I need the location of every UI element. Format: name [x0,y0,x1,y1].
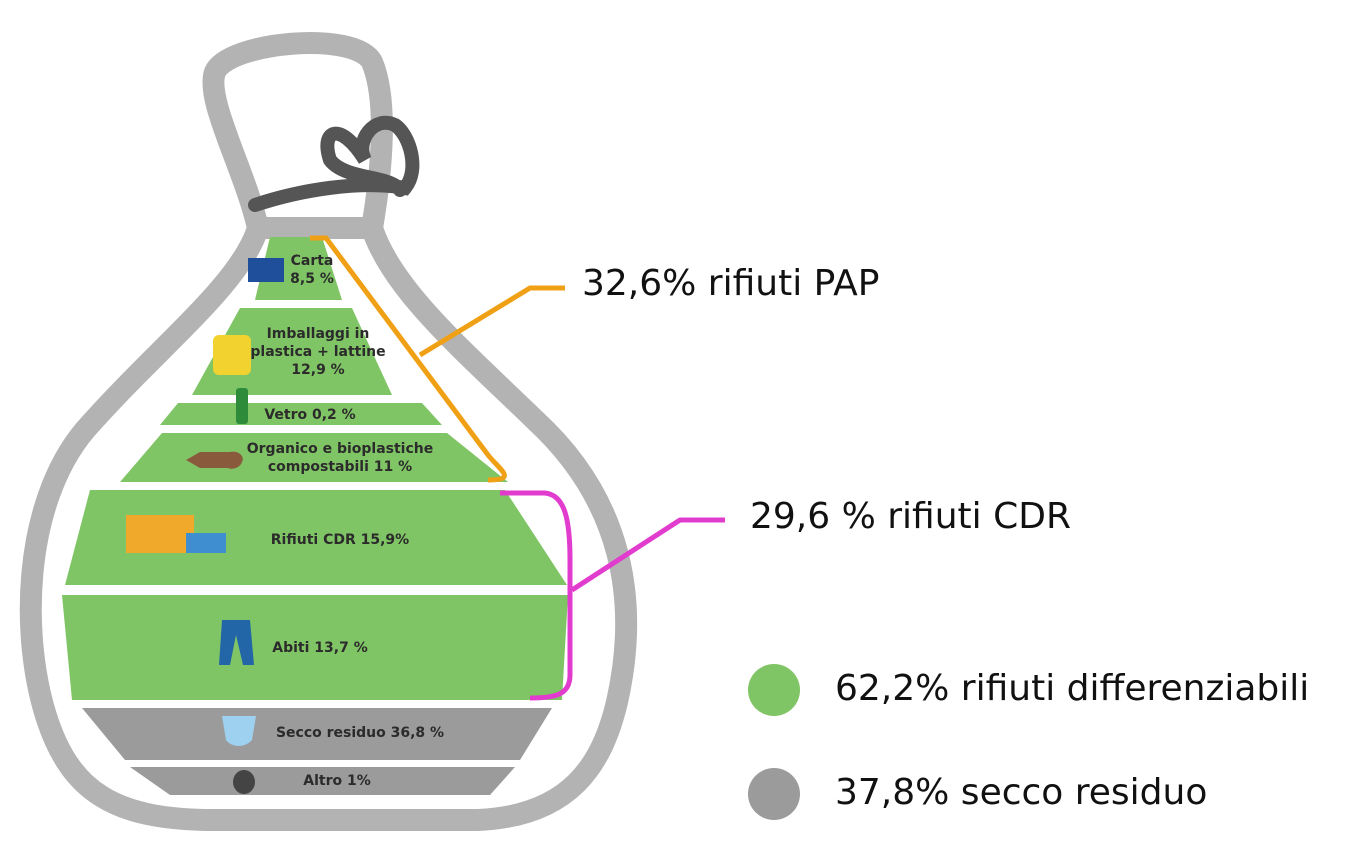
icon-bottles [213,335,251,375]
layer-label: 8,5 % [290,271,334,287]
layer-label: Organico e bioplastiche [247,441,434,457]
layer-label: Rifiuti CDR 15,9% [271,532,409,548]
layer-label: Imballaggi in [267,326,370,342]
layer-label: Abiti 13,7 % [272,640,367,656]
icon-book [248,258,284,282]
layer-label: 12,9 % [291,362,344,378]
layer-label: Altro 1% [303,773,371,789]
infographic: Carta 8,5 % Imballaggi in plastica + lattin… [0,0,1347,841]
icon-box [186,533,226,553]
layer-label: plastica + lattine [250,344,385,360]
legend-label: 62,2% rifiuti differenziabili [835,668,1309,709]
layer-label: Carta [291,253,334,269]
icon-bag [233,770,255,794]
layer-label: compostabili 11 % [268,459,412,475]
legend-label: 37,8% secco residuo [835,772,1207,813]
bracket-label: 29,6 % rifiuti CDR [750,496,1071,537]
bracket-label: 32,6% rifiuti PAP [582,263,879,304]
layer-label: Secco residuo 36,8 % [276,725,444,741]
layer-label: Vetro 0,2 % [264,407,355,423]
legend-swatch [748,768,800,820]
icon-container [126,515,194,553]
legend-swatch [748,664,800,716]
icon-glass [236,388,248,424]
